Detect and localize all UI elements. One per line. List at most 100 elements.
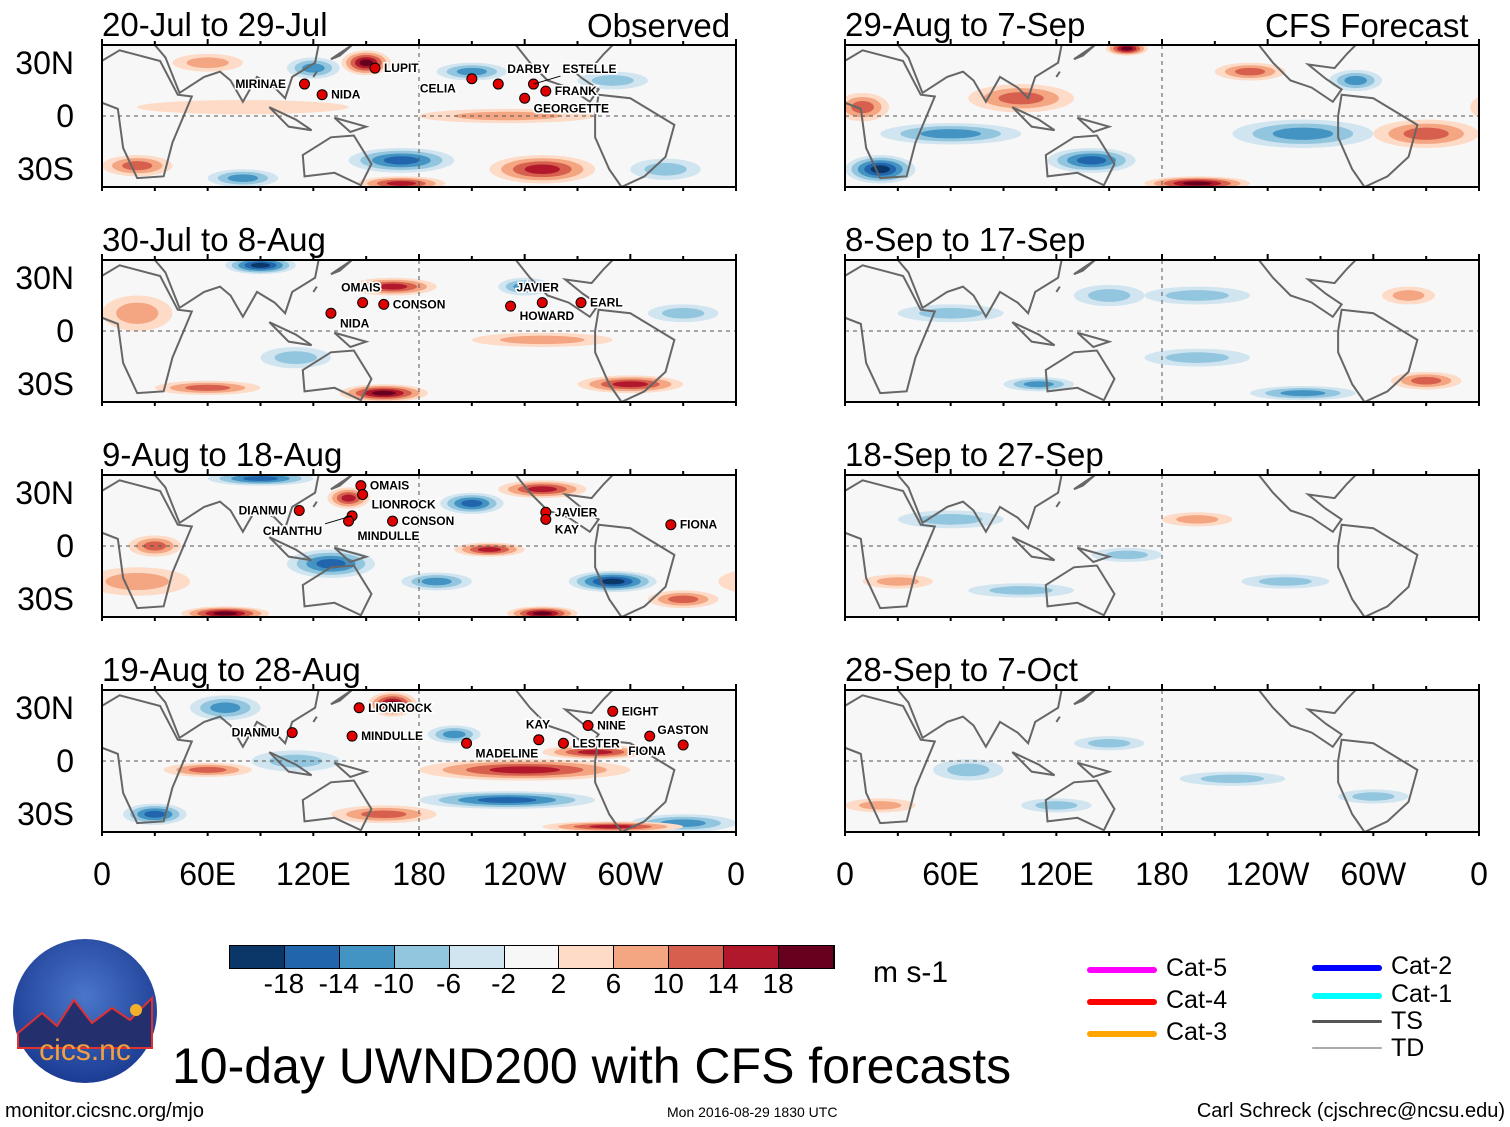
wind-anomaly <box>1352 792 1395 801</box>
legend-label: TD <box>1391 1034 1425 1062</box>
storm-label: GASTON <box>657 723 708 737</box>
storm-marker <box>387 515 399 527</box>
coastline <box>1337 308 1419 402</box>
storm-label: KAY <box>555 522 579 536</box>
wind-anomaly <box>489 766 560 774</box>
wind-anomaly <box>359 59 373 67</box>
map-panel: LUPIT MIRINAE NIDA CELIA DARBY ESTELLE FRANK GE… <box>101 39 737 191</box>
panel-title: 30-Jul to 8-Aug <box>102 221 326 258</box>
map-panel <box>844 684 1480 836</box>
storm-marker <box>378 298 390 310</box>
coastline <box>102 690 320 749</box>
storm-label: EARL <box>590 296 623 310</box>
wind-anomaly <box>500 335 585 345</box>
coastline <box>594 93 676 187</box>
wind-anomaly <box>1470 96 1479 118</box>
coastline <box>312 501 318 508</box>
y-tick-label: 30N <box>15 690 74 726</box>
wind-anomaly <box>1121 46 1133 51</box>
panel-title: 18-Sep to 27-Sep <box>845 436 1104 473</box>
wind-anomaly <box>188 766 227 773</box>
coastline <box>1337 738 1419 832</box>
panel-title: 8-Sep to 17-Sep <box>845 221 1086 258</box>
legend-label: TS <box>1391 1007 1423 1035</box>
map-panel <box>844 469 1480 621</box>
colorbar-swatch <box>559 946 615 968</box>
panel-title: 9-Aug to 18-Aug <box>102 436 343 473</box>
colorbar-swatch <box>449 946 505 968</box>
coastline <box>1044 779 1116 832</box>
wind-anomaly <box>386 181 417 186</box>
wind-anomaly <box>341 494 356 502</box>
wind-anomaly <box>1176 515 1219 524</box>
wind-anomaly <box>989 586 1053 595</box>
x-tick-label: 120W <box>482 856 567 892</box>
coastline <box>1257 45 1358 104</box>
storm-marker <box>557 737 569 749</box>
storm-marker <box>299 78 311 90</box>
storm-label: FRANK <box>555 84 597 98</box>
panel-title: 19-Aug to 28-Aug <box>102 651 361 688</box>
colorbar <box>229 945 835 969</box>
footer-url[interactable]: monitor.cicsnc.org/mjo <box>5 1100 204 1122</box>
y-tick-label: 30S <box>17 581 74 617</box>
coastline <box>102 264 194 395</box>
coastline <box>845 264 937 395</box>
wind-anomaly <box>1088 289 1131 302</box>
coastline <box>1257 260 1358 319</box>
colorbar-tick: 18 <box>762 968 794 999</box>
wind-anomaly <box>662 307 705 319</box>
colorbar-tick: -14 <box>318 968 360 999</box>
wind-anomaly <box>612 381 648 388</box>
coastline <box>1076 331 1113 349</box>
x-tick-label: 60W <box>597 856 664 892</box>
storm-label: MINDULLE <box>358 529 420 543</box>
storm-label: OMAIS <box>341 281 380 295</box>
coastline <box>102 479 194 610</box>
storm-marker <box>536 297 548 309</box>
coastline <box>514 45 615 104</box>
legend-line <box>1312 965 1382 971</box>
wind-anomaly <box>577 749 613 755</box>
storm-marker <box>607 705 619 717</box>
y-tick-label: 30N <box>15 260 74 296</box>
wind-anomaly <box>421 577 452 586</box>
wind-anomaly <box>116 302 159 324</box>
wind-anomaly <box>383 156 419 165</box>
wind-anomaly <box>1392 290 1425 301</box>
wind-anomaly <box>361 810 407 819</box>
colorbar-tick: 10 <box>652 968 684 999</box>
coastline <box>102 260 320 319</box>
wind-anomaly <box>210 702 241 714</box>
colorbar-tick: -6 <box>436 968 462 999</box>
colorbar-swatch <box>339 946 395 968</box>
colorbar-swatch <box>284 946 340 968</box>
forecast-label: CFS Forecast <box>1265 7 1469 44</box>
storm-label: MIRINAE <box>235 77 286 91</box>
storm-marker <box>505 300 517 312</box>
wind-anomaly <box>532 611 552 616</box>
coastline <box>1257 475 1358 534</box>
coastline <box>1076 116 1113 134</box>
legend-line <box>1087 967 1157 973</box>
wind-anomaly <box>1105 550 1148 560</box>
coastline <box>1076 546 1113 564</box>
storm-label: HOWARD <box>520 309 575 323</box>
coastline <box>102 45 320 104</box>
storm-marker <box>527 78 539 90</box>
storm-marker <box>575 297 587 309</box>
coastline <box>1073 475 1096 491</box>
storm-label: LIONROCK <box>372 498 436 512</box>
x-tick-label: 120E <box>1018 856 1094 892</box>
storm-label: LESTER <box>572 736 620 750</box>
storm-marker <box>316 89 328 101</box>
coastline <box>845 45 1063 104</box>
storm-label: NINE <box>597 719 626 733</box>
coastline <box>333 331 370 349</box>
wind-anomaly <box>137 100 349 115</box>
storm-label: NIDA <box>340 316 370 330</box>
wind-anomaly <box>1165 290 1229 301</box>
storm-marker <box>346 730 358 742</box>
storm-label: OMAIS <box>370 479 409 493</box>
